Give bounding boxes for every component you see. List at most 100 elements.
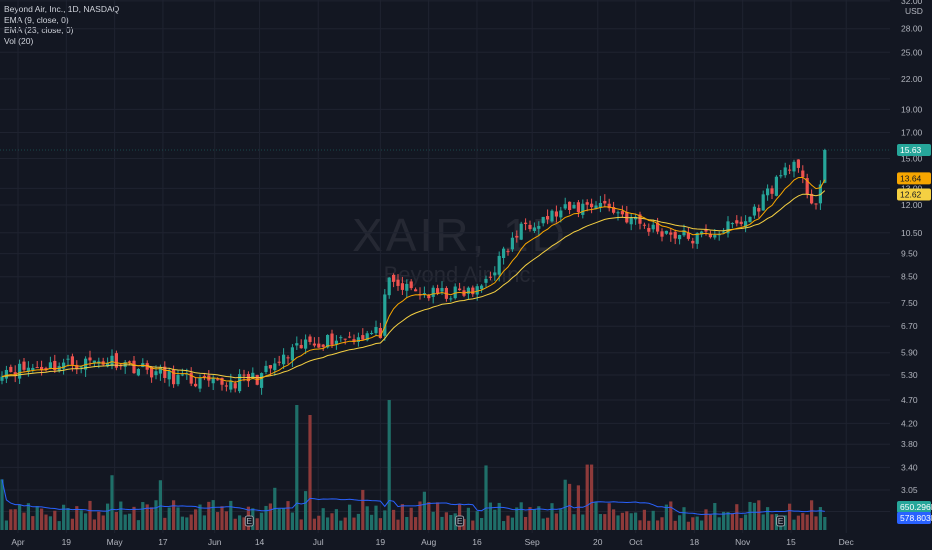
volume-bar [88,500,92,530]
volume-bar [585,464,589,530]
volume-bar [4,520,8,530]
candle-body [334,340,338,345]
candle-body [550,210,554,222]
ema23-value-tag-text: 12.62 [900,190,922,200]
volume-bar [726,512,730,530]
volume-bar [510,517,514,530]
x-tick-label: Jun [208,537,222,547]
candle-body [528,224,532,230]
candle-body [572,204,576,209]
candle-body [713,235,717,238]
x-tick-label: May [107,537,124,547]
volume-bar [546,517,550,530]
volume-bar [229,500,233,530]
volume-bar [154,500,158,530]
candle-body [79,366,83,368]
candle-body [779,175,783,177]
earnings-marker[interactable] [244,515,254,527]
y-tick-label: 13.00 [901,183,923,193]
y-tick-label: 3.80 [901,439,918,449]
volume-bar [818,507,822,530]
candle-body [559,210,563,218]
volume-bar [370,514,374,530]
volume-bar [18,504,22,530]
volume-bar [484,465,488,530]
volume-bar [625,511,629,530]
candle-body [651,224,655,230]
candle-body [211,377,215,384]
volume-bar [722,511,726,530]
legend-ema23[interactable]: EMA (23, close, 0) [4,25,74,35]
candle-body [796,159,800,168]
volume-bar [449,514,453,530]
volume-bar [735,504,739,530]
volume-bar [176,507,180,530]
candle-body [638,214,642,224]
earnings-marker-label: E [246,516,252,526]
volume-bar [158,480,162,530]
volume-bar [110,475,114,530]
volume-bar [717,517,721,530]
volume-bar [114,511,118,530]
earnings-marker[interactable] [455,515,465,527]
volume-bar [330,513,334,530]
candle-body [422,293,426,295]
candle-body [163,366,167,378]
candle-body [9,366,13,372]
candle-body [563,204,567,209]
volume-bar [97,511,101,530]
candle-body [449,298,453,300]
volume-bar [123,514,127,530]
candle-body [40,366,44,370]
volume-bar [334,509,338,530]
volume-bar [220,506,224,530]
candle-body [603,200,607,204]
volume-bar [620,512,624,530]
candle-body [739,221,743,225]
candle-body [392,274,396,282]
volume-bar [642,509,646,530]
candle-body [761,194,765,211]
volume-bar [290,512,294,530]
volume-bar [444,512,448,530]
volume-bar [163,517,167,530]
candle-body [92,360,96,364]
legend-symbol[interactable]: Beyond Air, Inc., 1D, NASDAQ [4,4,120,14]
y-tick-label: 32.00 [901,0,923,6]
volume-bar [31,516,35,530]
y-tick-label: 28.00 [901,24,923,34]
volume-bar [691,517,695,530]
volume-bar [286,501,290,530]
candle-body [150,366,154,378]
candle-body [356,337,360,342]
candle-body [224,385,228,387]
volume-bar [814,516,818,530]
legend-volume[interactable]: Vol (20) [4,35,34,46]
legend-ema9[interactable]: EMA (9, close, 0) [4,14,69,25]
volume-bar [708,514,712,530]
candle-body [669,232,673,235]
y-tick-label: 6.70 [901,321,918,331]
earnings-marker-label: E [778,516,784,526]
candle-body [66,358,70,360]
candle-body [405,283,409,291]
volume-bar [796,515,800,530]
candle-body [154,371,158,376]
volume-bar [260,512,264,530]
y-tick-label: 12.00 [901,200,923,210]
earnings-marker[interactable] [776,515,786,527]
candle-body [304,339,308,349]
volume-bar [44,514,48,530]
candle-body [180,374,184,376]
volume-bar [35,506,39,530]
volume-bar [550,503,554,530]
volume-bar [167,507,171,530]
volume-bar [616,515,620,530]
volume-bar [612,509,616,530]
y-tick-label: 3.05 [901,485,918,495]
candle-body [70,356,74,365]
candle-body [299,344,303,349]
candle-body [273,363,277,371]
candle-body [286,357,290,359]
